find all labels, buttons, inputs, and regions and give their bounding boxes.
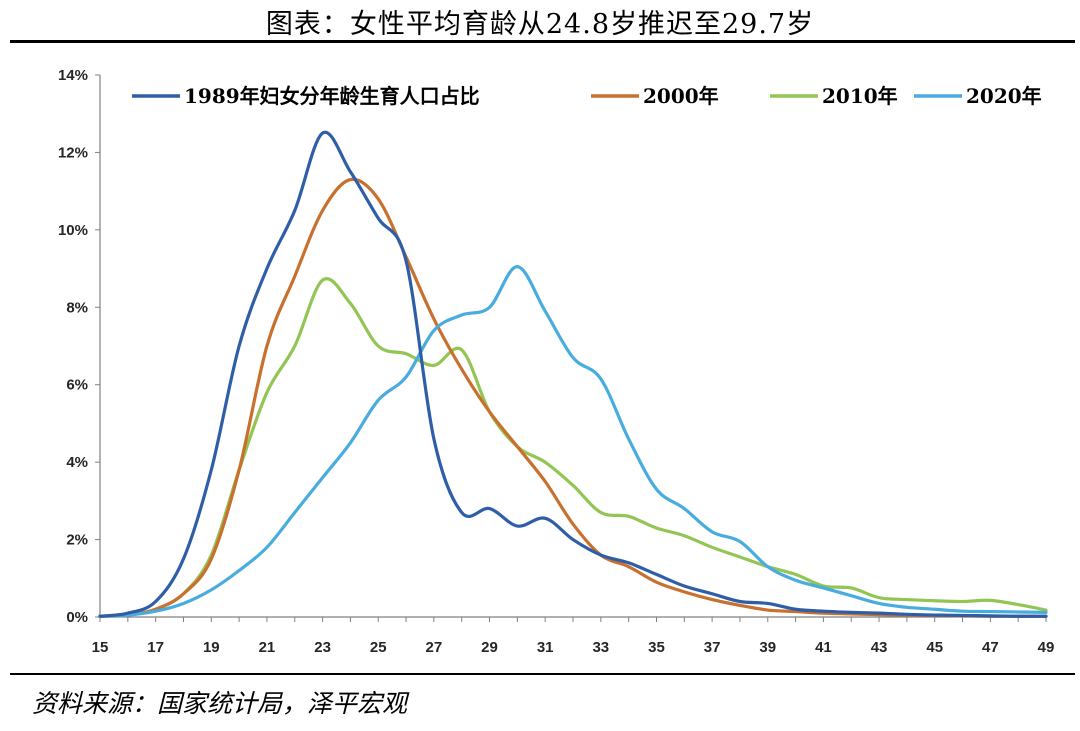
x-tick-label: 41 — [815, 639, 832, 656]
legend-label-3: 2020年 — [966, 84, 1042, 108]
source-note: 资料来源：国家统计局，泽平宏观 — [32, 689, 408, 718]
x-tick-label: 45 — [926, 639, 943, 656]
x-tick-label: 39 — [759, 639, 776, 656]
legend-label-0: 1989年妇女分年龄生育人口占比 — [184, 84, 480, 108]
y-tick-label: 0% — [66, 609, 88, 626]
x-tick-label: 35 — [648, 639, 665, 656]
chart-axes: 0% 2% 4% 6% 8% 10% 12% 14% 15 17 19 21 23 25 27 29 31 33 3… — [58, 67, 1054, 656]
legend-label-2: 2010年 — [822, 84, 898, 108]
chart-legend: 1989年妇女分年龄生育人口占比 2000年 2010年 2020年 — [132, 84, 1042, 108]
series-line-3 — [98, 265, 1048, 618]
x-tick-label: 43 — [871, 639, 888, 656]
x-tick-label: 23 — [314, 639, 331, 656]
x-tick-label: 29 — [481, 639, 498, 656]
y-tick-label: 14% — [58, 67, 88, 84]
x-tick-label: 25 — [370, 639, 387, 656]
legend-label-1: 2000年 — [643, 84, 719, 108]
y-tick-label: 10% — [58, 222, 88, 239]
top-rule — [10, 40, 1075, 43]
chart-lines — [98, 130, 1048, 618]
y-tick-label: 6% — [66, 377, 88, 394]
x-tick-label: 31 — [537, 639, 554, 656]
y-tick-label: 12% — [58, 144, 88, 161]
x-tick-label: 49 — [1038, 639, 1055, 656]
series-line-1 — [98, 177, 1048, 618]
figure-title: 图表：女性平均育龄从24.8岁推迟至29.7岁 — [265, 9, 815, 40]
y-tick-label: 2% — [66, 532, 88, 549]
x-tick-label: 15 — [92, 639, 109, 656]
x-tick-label: 21 — [259, 639, 276, 656]
x-tick-label: 33 — [592, 639, 609, 656]
series-line-2 — [98, 277, 1048, 618]
y-tick-label: 4% — [66, 454, 88, 471]
x-tick-label: 19 — [203, 639, 220, 656]
bottom-rule — [10, 673, 1075, 675]
x-tick-label: 17 — [147, 639, 164, 656]
x-tick-label: 37 — [704, 639, 721, 656]
series-line-0 — [98, 130, 1048, 618]
y-tick-label: 8% — [66, 299, 88, 316]
x-tick-label: 27 — [426, 639, 443, 656]
x-tick-label: 47 — [982, 639, 999, 656]
